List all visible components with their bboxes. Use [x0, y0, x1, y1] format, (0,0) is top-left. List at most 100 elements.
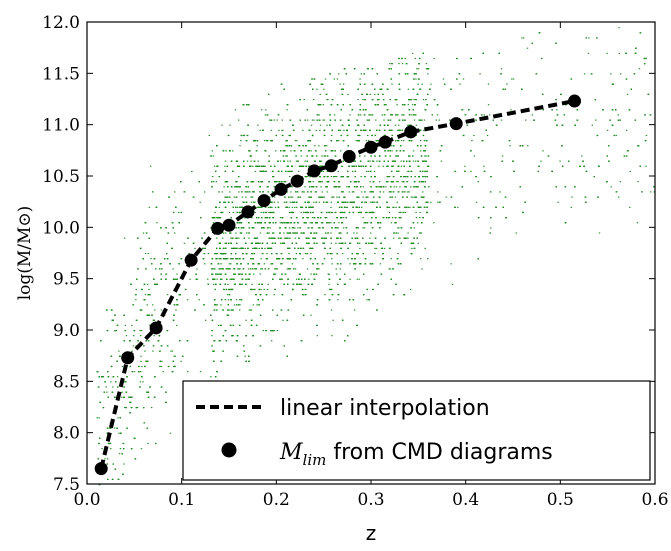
galaxy-point: [311, 78, 314, 80]
galaxy-point: [331, 258, 333, 260]
galaxy-point: [291, 232, 294, 234]
galaxy-point: [234, 237, 237, 239]
galaxy-point: [174, 355, 176, 357]
galaxy-point: [610, 186, 612, 188]
galaxy-point: [211, 345, 213, 347]
galaxy-point: [374, 247, 376, 249]
galaxy-point: [105, 386, 107, 388]
galaxy-point: [523, 37, 525, 39]
galaxy-point: [540, 160, 542, 162]
galaxy-point: [610, 73, 612, 75]
galaxy-point: [230, 237, 232, 239]
galaxy-point: [415, 211, 417, 214]
galaxy-point: [349, 242, 352, 244]
galaxy-point: [499, 191, 501, 193]
galaxy-point: [250, 309, 253, 311]
galaxy-point: [216, 253, 218, 255]
galaxy-point: [262, 330, 264, 332]
galaxy-point: [196, 278, 199, 280]
galaxy-point: [521, 37, 523, 39]
galaxy-point: [401, 63, 404, 65]
galaxy-point: [283, 232, 285, 234]
galaxy-point: [591, 124, 594, 126]
galaxy-point: [250, 196, 252, 198]
galaxy-point: [289, 237, 291, 239]
galaxy-point: [189, 278, 191, 280]
galaxy-point: [308, 196, 310, 198]
galaxy-point: [268, 222, 270, 224]
galaxy-point: [389, 129, 392, 131]
galaxy-point: [414, 57, 417, 60]
galaxy-point: [101, 448, 103, 450]
galaxy-point: [438, 119, 441, 121]
galaxy-point: [283, 201, 286, 203]
galaxy-point: [618, 52, 621, 54]
galaxy-point: [487, 83, 490, 85]
galaxy-point: [650, 191, 652, 193]
galaxy-point: [331, 263, 333, 265]
galaxy-point: [312, 181, 315, 183]
galaxy-point: [422, 99, 425, 101]
galaxy-point: [362, 99, 364, 101]
galaxy-point: [148, 206, 151, 208]
galaxy-point: [409, 186, 412, 188]
galaxy-point: [123, 463, 125, 465]
galaxy-point: [338, 242, 340, 244]
galaxy-point: [637, 181, 639, 183]
galaxy-point: [323, 119, 326, 121]
galaxy-point: [173, 232, 176, 234]
galaxy-point: [319, 129, 321, 131]
galaxy-point: [228, 263, 231, 265]
galaxy-point: [351, 191, 354, 193]
galaxy-point: [324, 294, 326, 296]
galaxy-point: [331, 335, 333, 337]
galaxy-point: [618, 27, 620, 29]
galaxy-point: [267, 191, 270, 193]
galaxy-point: [258, 242, 260, 244]
galaxy-point: [288, 237, 290, 239]
galaxy-point: [269, 227, 271, 229]
galaxy-point: [237, 355, 239, 357]
galaxy-point: [274, 273, 277, 275]
galaxy-point: [223, 186, 225, 188]
galaxy-point: [290, 191, 292, 193]
galaxy-point: [291, 196, 294, 198]
galaxy-point: [320, 222, 323, 224]
galaxy-point: [390, 145, 392, 147]
galaxy-point: [405, 237, 408, 239]
galaxy-point: [251, 196, 253, 198]
galaxy-point: [595, 119, 597, 121]
galaxy-point: [365, 140, 368, 142]
galaxy-point: [366, 211, 368, 214]
galaxy-point: [330, 232, 332, 234]
galaxy-point: [419, 217, 421, 219]
galaxy-point: [159, 365, 161, 368]
galaxy-point: [415, 124, 418, 126]
galaxy-point: [397, 253, 399, 255]
galaxy-point: [420, 150, 422, 152]
galaxy-point: [136, 407, 139, 409]
galaxy-point: [252, 273, 255, 275]
galaxy-point: [263, 263, 266, 265]
galaxy-point: [367, 170, 370, 172]
galaxy-point: [142, 381, 144, 383]
galaxy-point: [286, 109, 288, 111]
galaxy-point: [240, 140, 242, 142]
galaxy-point: [240, 273, 242, 275]
galaxy-point: [124, 324, 127, 326]
galaxy-point: [363, 227, 366, 229]
galaxy-point: [251, 247, 254, 249]
galaxy-point: [318, 145, 320, 147]
galaxy-point: [451, 283, 454, 285]
galaxy-point: [212, 222, 215, 224]
galaxy-point: [232, 150, 234, 152]
galaxy-point: [433, 222, 435, 224]
galaxy-point: [386, 165, 388, 167]
galaxy-point: [326, 191, 329, 193]
galaxy-point: [398, 211, 401, 214]
galaxy-point: [246, 160, 249, 162]
galaxy-point: [315, 242, 318, 244]
galaxy-point: [244, 278, 247, 280]
galaxy-point: [407, 88, 410, 90]
